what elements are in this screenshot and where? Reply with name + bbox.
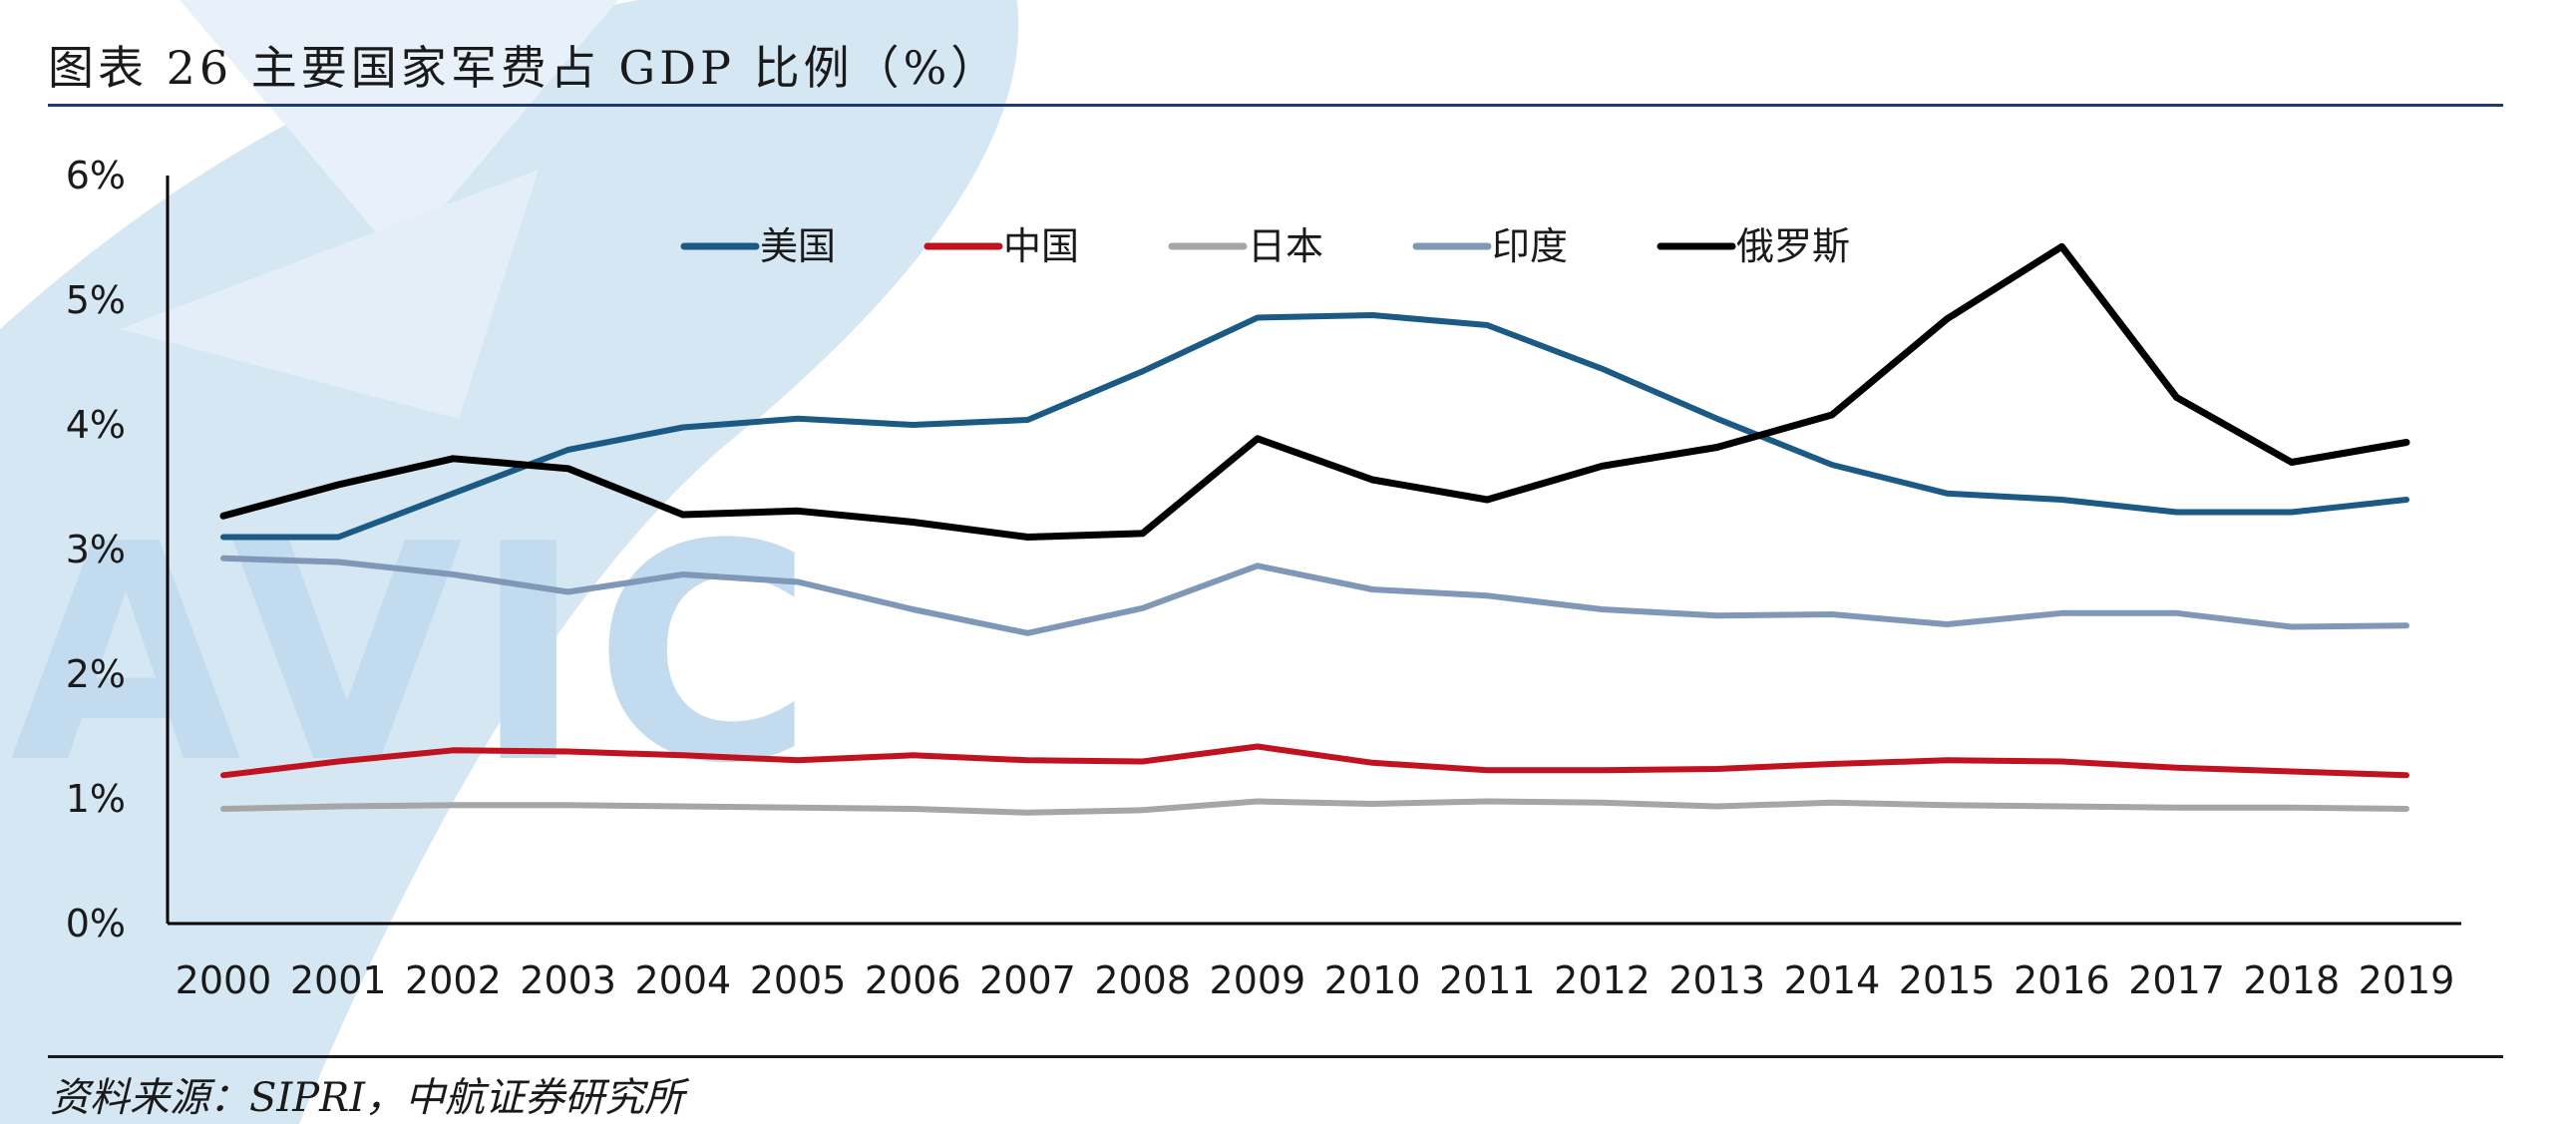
x-tick-label: 2010 — [1324, 958, 1421, 1002]
x-tick-label: 2014 — [1784, 958, 1881, 1002]
x-tick-label: 2013 — [1668, 958, 1765, 1002]
chart-series — [219, 242, 2410, 816]
x-tick-label: 2005 — [750, 958, 847, 1002]
chart-axes — [166, 176, 2461, 926]
watermark-text: AVIC — [10, 481, 824, 829]
series-line-1 — [220, 743, 2409, 779]
x-tick-label: 2007 — [979, 958, 1076, 1002]
x-tick-label: 2004 — [634, 958, 731, 1002]
chart-legend: 美国 中国 日本 印度 俄罗斯 — [680, 224, 1850, 268]
y-tick-label: 4% — [66, 403, 126, 447]
legend-label-1: 中国 — [1003, 224, 1079, 268]
legend-label-3: 印度 — [1492, 224, 1568, 268]
x-tick-label: 2017 — [2128, 958, 2225, 1002]
legend-label-2: 日本 — [1248, 224, 1323, 268]
series-line-4 — [219, 242, 2410, 541]
x-tick-label: 2000 — [176, 958, 272, 1002]
x-tick-label: 2018 — [2243, 958, 2340, 1002]
y-tick-label: 2% — [66, 652, 126, 696]
x-axis-ticks: 2000 2001 2002 2003 2004 2005 2006 2007 2008 2009… — [176, 958, 2455, 1002]
x-tick-label: 2003 — [520, 958, 616, 1002]
y-tick-label: 3% — [66, 528, 126, 571]
watermark-triangle-shape — [180, 0, 618, 259]
x-tick-label: 2009 — [1210, 958, 1306, 1002]
x-tick-label: 2006 — [865, 958, 961, 1002]
y-tick-label: 6% — [66, 154, 126, 197]
y-tick-label: 0% — [66, 902, 126, 945]
x-tick-label: 2015 — [1899, 958, 1996, 1002]
source-note: 资料来源：SIPRI，中航证券研究所 — [50, 1075, 685, 1121]
x-tick-label: 2011 — [1439, 958, 1536, 1002]
title-divider — [48, 104, 2503, 107]
y-axis-ticks: 0% 1% 2% 3% 4% 5% 6% — [66, 154, 126, 945]
x-tick-label: 2002 — [405, 958, 502, 1002]
page-title: 图表 26 主要国家军费占 GDP 比例（%） — [48, 41, 1001, 95]
x-tick-label: 2001 — [290, 958, 387, 1002]
legend-label-4: 俄罗斯 — [1736, 224, 1850, 268]
y-tick-label: 1% — [66, 777, 126, 821]
x-tick-label: 2019 — [2359, 958, 2455, 1002]
series-line-2 — [220, 798, 2409, 816]
legend-label-0: 美国 — [760, 224, 836, 268]
x-tick-label: 2012 — [1554, 958, 1651, 1002]
y-tick-label: 5% — [66, 278, 126, 322]
x-tick-label: 2016 — [2014, 958, 2110, 1002]
series-line-0 — [220, 312, 2409, 541]
series-line-3 — [220, 555, 2409, 636]
footer-divider — [48, 1055, 2503, 1058]
x-tick-label: 2008 — [1094, 958, 1191, 1002]
watermark-wing-shape — [120, 170, 539, 419]
